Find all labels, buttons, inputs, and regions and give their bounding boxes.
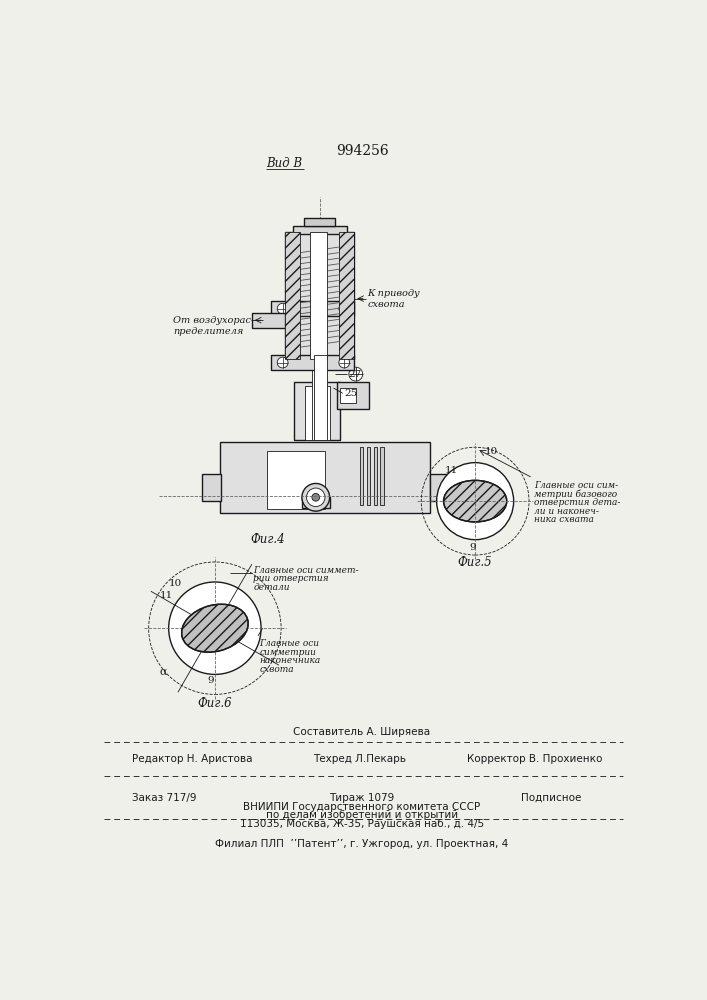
Bar	[285, 232, 300, 359]
Ellipse shape	[182, 604, 248, 652]
Text: 9: 9	[207, 676, 214, 685]
Text: Фиг.6: Фиг.6	[197, 697, 232, 710]
Text: Тираж 1079: Тираж 1079	[329, 793, 395, 803]
Text: симметрии: симметрии	[259, 648, 317, 657]
Text: 9: 9	[469, 543, 476, 552]
Circle shape	[277, 357, 288, 368]
Bar	[380, 447, 385, 505]
Bar	[201, 474, 221, 501]
Text: Корректор В. Прохиенко: Корректор В. Прохиенко	[467, 754, 603, 764]
Text: Фиг.5: Фиг.5	[458, 556, 493, 569]
Text: Подписное: Подписное	[521, 793, 582, 803]
Text: отверстия дета-: отверстия дета-	[534, 498, 621, 507]
Bar	[366, 447, 370, 505]
Text: наконечника: наконечника	[259, 656, 321, 665]
Text: α: α	[160, 666, 167, 676]
Bar	[312, 359, 322, 440]
Text: ника схвата: ника схвата	[534, 515, 595, 524]
Bar	[294, 382, 340, 440]
Bar	[340, 388, 356, 403]
Circle shape	[312, 493, 320, 501]
Circle shape	[302, 483, 329, 511]
Bar	[431, 474, 450, 501]
Ellipse shape	[443, 480, 507, 522]
Bar	[271, 301, 354, 316]
Bar	[293, 226, 346, 234]
Bar	[339, 232, 354, 359]
Text: 27: 27	[348, 370, 361, 379]
Bar	[360, 447, 363, 505]
Text: детали: детали	[253, 583, 290, 592]
Circle shape	[339, 303, 350, 314]
Text: От воздухорас-: От воздухорас-	[173, 316, 255, 325]
Text: Заказ 717/9: Заказ 717/9	[132, 793, 197, 803]
Bar	[267, 451, 325, 509]
Text: 11: 11	[444, 466, 457, 475]
Bar	[305, 386, 329, 440]
Circle shape	[349, 367, 363, 381]
Circle shape	[339, 357, 350, 368]
Text: Фиг.4: Фиг.4	[250, 533, 284, 546]
Text: 11: 11	[160, 591, 173, 600]
Bar	[337, 382, 369, 409]
Bar	[219, 442, 431, 513]
Text: Главные оси сим-: Главные оси сим-	[534, 481, 619, 490]
Text: К приводу: К приводу	[368, 289, 420, 298]
Bar	[373, 447, 378, 505]
Text: Главные оси симмет-: Главные оси симмет-	[253, 566, 359, 575]
Bar	[285, 232, 300, 359]
Text: по делам изобретений и открытий: по делам изобретений и открытий	[266, 810, 458, 820]
Text: 10: 10	[484, 447, 498, 456]
Bar	[252, 312, 285, 328]
Bar	[339, 232, 354, 359]
Bar	[302, 497, 329, 508]
Bar	[285, 232, 354, 359]
Bar	[304, 218, 335, 226]
Text: Главные оси: Главные оси	[259, 639, 320, 648]
Circle shape	[277, 303, 288, 314]
Text: Редактор Н. Аристова: Редактор Н. Аристова	[132, 754, 253, 764]
Text: Составитель А. Ширяева: Составитель А. Ширяева	[293, 727, 431, 737]
Text: метрии базового: метрии базового	[534, 489, 617, 499]
Text: схвота: схвота	[368, 300, 405, 309]
Circle shape	[307, 488, 325, 507]
Text: пределителя: пределителя	[173, 327, 244, 336]
Text: Техред Л.Пекарь: Техред Л.Пекарь	[313, 754, 407, 764]
Text: ли и наконеч-: ли и наконеч-	[534, 507, 600, 516]
Text: Филиал ПЛП  ’’Патент’’, г. Ужгород, ул. Проектная, 4: Филиал ПЛП ’’Патент’’, г. Ужгород, ул. П…	[216, 839, 508, 849]
Bar	[314, 355, 327, 440]
Circle shape	[169, 582, 261, 674]
Bar	[310, 232, 327, 359]
Bar	[271, 355, 354, 370]
Circle shape	[437, 463, 514, 540]
Text: 10: 10	[169, 579, 182, 588]
Text: 25: 25	[344, 389, 358, 398]
Text: рии отверстия: рии отверстия	[253, 574, 329, 583]
Text: 113035, Москва, Ж-35, Раушская наб., д. 4/5: 113035, Москва, Ж-35, Раушская наб., д. …	[240, 819, 484, 829]
Text: 994256: 994256	[336, 144, 388, 158]
Text: ВНИИПИ Государственного комитета СССР: ВНИИПИ Государственного комитета СССР	[243, 802, 481, 812]
Text: Вид В: Вид В	[266, 157, 303, 170]
Text: схвота: схвота	[259, 665, 294, 674]
